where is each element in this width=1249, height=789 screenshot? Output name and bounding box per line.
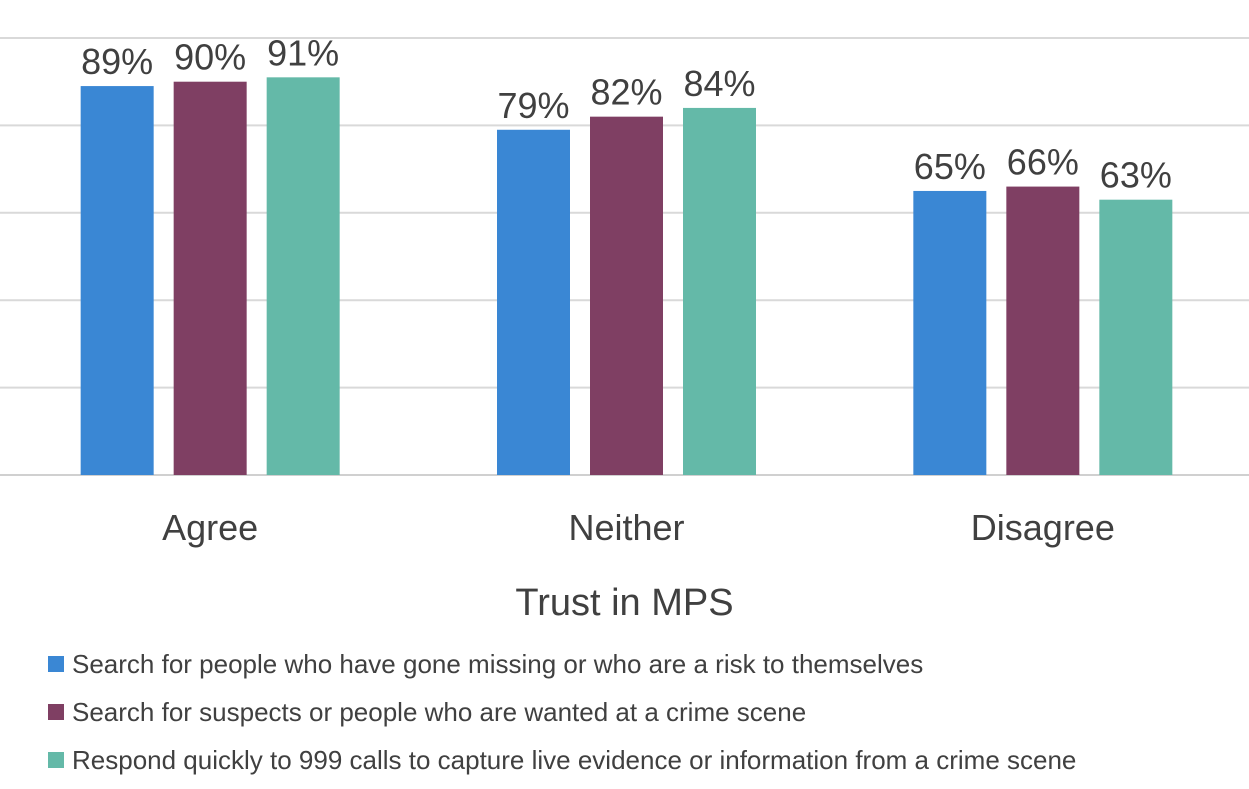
legend: Search for people who have gone missing … [48, 640, 1076, 784]
x-tick-label: Disagree [971, 507, 1115, 548]
legend-label: Respond quickly to 999 calls to capture … [72, 744, 1077, 775]
bars [80, 77, 1173, 476]
bar [266, 77, 340, 475]
bar [1006, 186, 1080, 475]
bar [80, 86, 154, 475]
data-label: 89% [81, 41, 153, 82]
legend-label: Search for suspects or people who are wa… [72, 696, 807, 727]
data-label: 79% [497, 85, 569, 126]
legend-swatch [48, 752, 64, 768]
bar [590, 116, 663, 475]
bar [913, 190, 987, 475]
legend-item: Search for people who have gone missing … [48, 640, 1076, 688]
data-label: 63% [1100, 155, 1172, 196]
data-label: 84% [683, 63, 755, 104]
bar [683, 107, 756, 476]
legend-swatch [48, 656, 64, 672]
x-tick-label: Agree [162, 507, 258, 548]
legend-item: Respond quickly to 999 calls to capture … [48, 736, 1076, 784]
data-label: 82% [590, 72, 662, 113]
legend-label: Search for people who have gone missing … [72, 648, 924, 679]
legend-swatch [48, 704, 64, 720]
data-label: 91% [267, 32, 339, 73]
x-axis-title: Trust in MPS [515, 582, 733, 624]
data-labels: 89% 90% 91% 79% 82% 84% 65% 66% 63% [81, 32, 1172, 195]
data-label: 90% [174, 37, 246, 78]
x-axis-tick-labels: Agree Neither Disagree [162, 507, 1115, 548]
bar-chart: 89% 90% 91% 79% 82% 84% 65% 66% 63% Agree Neither… [0, 32, 1249, 624]
bar [1099, 199, 1173, 475]
legend-item: Search for suspects or people who are wa… [48, 688, 1076, 736]
data-label: 65% [914, 146, 986, 187]
bar [173, 81, 247, 475]
x-tick-label: Neither [568, 507, 684, 548]
bar [497, 129, 570, 475]
data-label: 66% [1007, 142, 1079, 183]
